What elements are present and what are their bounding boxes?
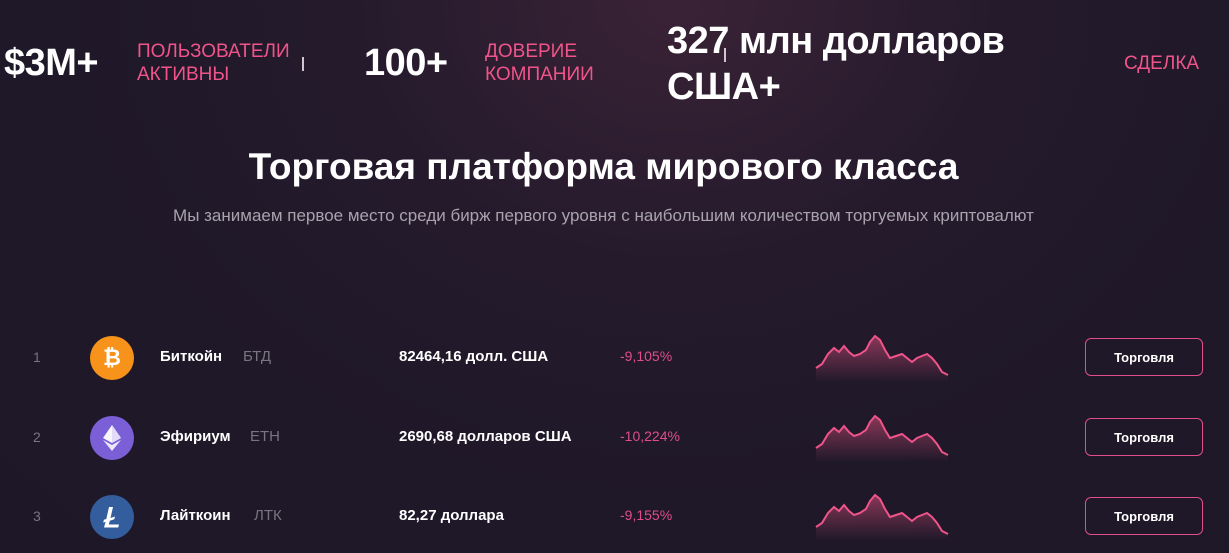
coin-rank: 2 [33,429,41,445]
sparkline-chart [815,414,949,462]
coin-ticker: БТД [243,348,271,365]
stat-divider [302,57,304,71]
trade-button[interactable]: Торговля [1085,497,1203,535]
ethereum-icon [90,416,134,460]
stat-divider [724,48,726,62]
table-row: 3 Лайткоин ЛТК 82,27 доллара -9,155% Тор… [0,487,1229,547]
coin-price: 82464,16 долл. США [399,348,549,365]
table-row: 2 Эфириум ETH 2690,68 долларов США -10,2… [0,408,1229,468]
stats-bar: $3M+ ПОЛЬЗОВАТЕЛИ АКТИВНЫ 100+ ДОВЕРИЕ К… [0,0,1229,120]
coin-rank: 3 [33,508,41,524]
volume-stat-value: 327 млн долларов США+ [667,18,1005,110]
trust-stat-label-line2: КОМПАНИИ [485,64,594,85]
coin-price: 2690,68 долларов США [399,428,572,445]
trust-stat-label-line1: ДОВЕРИЕ [485,41,577,62]
bitcoin-icon: ₿ [90,336,134,380]
trade-button[interactable]: Торговля [1085,418,1203,456]
section-title: Торговая платформа мирового класса [248,146,959,187]
svg-text:₿: ₿ [103,345,121,370]
users-stat-label-line1: ПОЛЬЗОВАТЕЛИ [137,41,290,62]
trust-stat-value: 100+ [364,42,448,84]
coin-change: -10,224% [620,428,680,444]
litecoin-icon [90,495,134,539]
coin-name: Эфириум [160,428,231,445]
volume-stat-line1: 327 млн долларов [667,20,1005,62]
coin-change: -9,155% [620,507,673,523]
users-stat-value: $3M+ [4,42,99,84]
coin-change: -9,105% [620,348,673,364]
section-subtitle: Мы занимаем первое место среди бирж перв… [173,206,1034,225]
sparkline-chart [815,334,949,382]
deal-link[interactable]: СДЕЛКА [1124,53,1200,74]
trust-stat-label: ДОВЕРИЕ КОМПАНИИ [485,40,594,86]
users-stat-label: ПОЛЬЗОВАТЕЛИ АКТИВНЫ [137,40,290,86]
volume-stat-line2: США+ [667,66,781,108]
coin-ticker: ETH [250,428,280,445]
coin-rank: 1 [33,349,41,365]
coin-name: Лайткоин [160,507,231,524]
coin-ticker: ЛТК [254,507,282,524]
sparkline-chart [815,493,949,541]
coin-price: 82,27 доллара [399,507,504,524]
table-row: 1 ₿ Биткойн БТД 82464,16 долл. США -9,10… [0,328,1229,388]
trade-button[interactable]: Торговля [1085,338,1203,376]
users-stat-label-line2: АКТИВНЫ [137,64,230,85]
coin-name: Биткойн [160,348,223,365]
